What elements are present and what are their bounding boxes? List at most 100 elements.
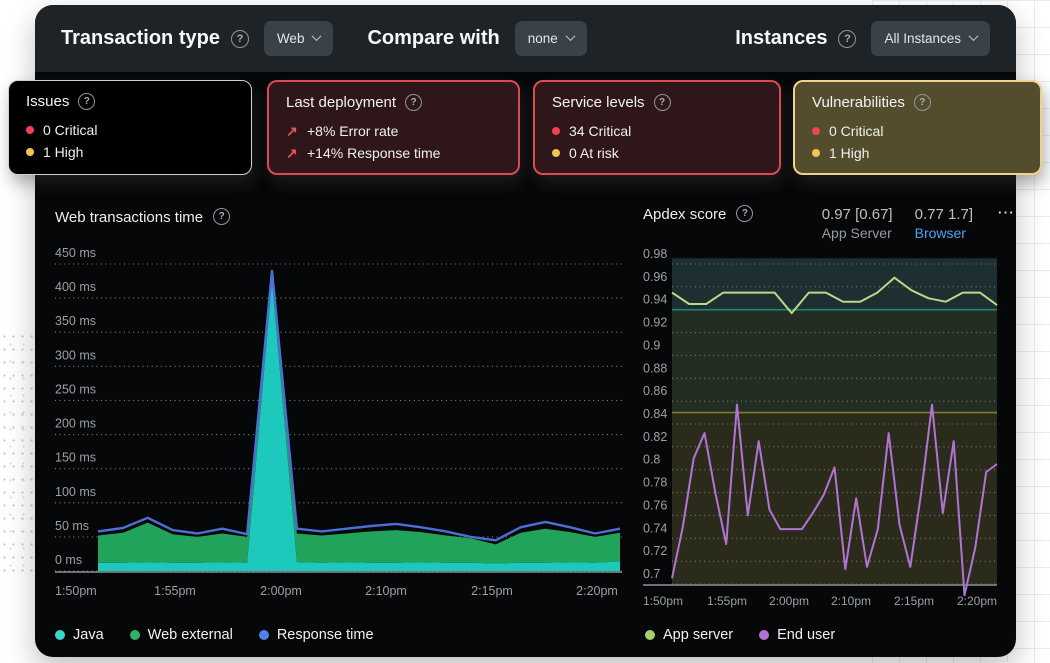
svg-text:450 ms: 450 ms xyxy=(55,246,96,260)
help-icon[interactable]: ? xyxy=(78,93,95,110)
card-row-text: 1 High xyxy=(829,145,869,161)
apdex-stats: 0.97 [0.67] App Server 0.77 1.7] Browser xyxy=(822,205,973,243)
card-row: ↗ +14% Response time xyxy=(286,142,501,164)
app-server-label: App Server xyxy=(822,224,893,243)
vulnerabilities-card[interactable]: Vulnerabilities ? 0 Critical 1 High xyxy=(793,80,1042,175)
svg-text:0.78: 0.78 xyxy=(643,476,667,490)
chart-title: Apdex score xyxy=(643,205,726,224)
transaction-type-value: Web xyxy=(277,31,305,46)
browser-apdex-value: 0.77 1.7] xyxy=(915,205,973,224)
chevron-down-icon xyxy=(565,31,575,41)
legend-label: End user xyxy=(777,627,835,643)
legend-dot-icon xyxy=(130,630,140,640)
card-row: 0 Critical xyxy=(26,119,234,141)
svg-text:2:00pm: 2:00pm xyxy=(260,584,302,598)
legend-label: App server xyxy=(663,627,733,643)
legend-item-response-time[interactable]: Response time xyxy=(259,627,374,643)
apdex-chart-header: Apdex score ? 0.97 [0.67] App Server 0.7… xyxy=(643,205,1015,243)
sketch-speckles xyxy=(0,330,36,580)
svg-text:200 ms: 200 ms xyxy=(55,417,96,431)
card-row-text: 1 High xyxy=(43,144,83,160)
legend-dot-icon xyxy=(645,630,655,640)
svg-text:1:50pm: 1:50pm xyxy=(55,584,97,598)
web-transactions-chart-header: Web transactions time ? xyxy=(55,208,622,227)
card-title: Vulnerabilities xyxy=(812,94,905,111)
svg-text:0.86: 0.86 xyxy=(643,384,667,398)
svg-text:100 ms: 100 ms xyxy=(55,485,96,499)
svg-text:2:15pm: 2:15pm xyxy=(894,594,934,608)
chevron-down-icon xyxy=(312,31,322,41)
compare-with-select[interactable]: none xyxy=(515,21,587,56)
svg-text:2:10pm: 2:10pm xyxy=(831,594,871,608)
svg-text:250 ms: 250 ms xyxy=(55,382,96,396)
svg-text:300 ms: 300 ms xyxy=(55,348,96,362)
svg-text:350 ms: 350 ms xyxy=(55,314,96,328)
legend-item-app-server[interactable]: App server xyxy=(645,627,733,643)
svg-text:0.76: 0.76 xyxy=(643,498,667,512)
svg-text:0.92: 0.92 xyxy=(643,316,667,330)
high-dot-icon xyxy=(552,149,560,157)
legend-label: Web external xyxy=(148,627,233,643)
svg-text:150 ms: 150 ms xyxy=(55,451,96,465)
app-server-apdex-value: 0.97 [0.67] xyxy=(822,205,893,224)
help-icon[interactable]: ? xyxy=(654,94,671,111)
critical-dot-icon xyxy=(552,127,560,135)
card-row-text: +8% Error rate xyxy=(307,123,398,139)
svg-text:0.72: 0.72 xyxy=(643,544,667,558)
transaction-type-label: Transaction type xyxy=(61,27,220,50)
high-dot-icon xyxy=(812,149,820,157)
card-row: ↗ +8% Error rate xyxy=(286,120,501,142)
svg-text:2:20pm: 2:20pm xyxy=(957,594,997,608)
instances-label: Instances xyxy=(735,27,827,50)
svg-text:0.98: 0.98 xyxy=(643,247,667,261)
legend-item-end-user[interactable]: End user xyxy=(759,627,835,643)
browser-stat: 0.77 1.7] Browser xyxy=(915,205,973,243)
help-icon[interactable]: ? xyxy=(405,94,422,111)
help-icon[interactable]: ? xyxy=(213,208,230,225)
legend-item-web-external[interactable]: Web external xyxy=(130,627,233,643)
web-transactions-chart[interactable]: 450 ms 400 ms 350 ms 300 ms 250 ms 200 ms 150 … xyxy=(55,243,622,608)
browser-link[interactable]: Browser xyxy=(915,224,973,243)
svg-text:0.7: 0.7 xyxy=(643,567,660,581)
legend-dot-icon xyxy=(259,630,269,640)
svg-text:2:20pm: 2:20pm xyxy=(576,584,618,598)
card-title: Service levels xyxy=(552,94,645,111)
help-icon[interactable]: ? xyxy=(736,205,753,222)
svg-text:50 ms: 50 ms xyxy=(55,519,89,533)
svg-text:0.94: 0.94 xyxy=(643,293,667,307)
card-row: 0 Critical xyxy=(812,120,1023,142)
transaction-type-help-icon[interactable]: ? xyxy=(231,30,249,48)
svg-text:2:15pm: 2:15pm xyxy=(471,584,513,598)
instances-select[interactable]: All Instances xyxy=(871,21,990,56)
svg-text:2:00pm: 2:00pm xyxy=(769,594,809,608)
critical-dot-icon xyxy=(26,126,34,134)
card-row: 0 At risk xyxy=(552,142,762,164)
topbar: Transaction type ? Web Compare with none… xyxy=(35,5,1016,72)
card-row-text: 0 Critical xyxy=(43,122,97,138)
compare-with-label: Compare with xyxy=(367,27,499,50)
critical-dot-icon xyxy=(812,127,820,135)
arrow-up-right-icon: ↗ xyxy=(286,123,298,140)
svg-text:0.82: 0.82 xyxy=(643,430,667,444)
svg-text:2:10pm: 2:10pm xyxy=(365,584,407,598)
service-levels-card[interactable]: Service levels ? 34 Critical 0 At risk xyxy=(533,80,781,175)
legend-item-java[interactable]: Java xyxy=(55,627,104,643)
issues-card[interactable]: Issues ? 0 Critical 1 High xyxy=(8,80,252,175)
last-deployment-card[interactable]: Last deployment ? ↗ +8% Error rate ↗ +14… xyxy=(267,80,520,175)
card-row: 1 High xyxy=(812,142,1023,164)
svg-text:1:55pm: 1:55pm xyxy=(707,594,747,608)
instances-help-icon[interactable]: ? xyxy=(838,30,856,48)
transaction-type-select[interactable]: Web xyxy=(264,21,334,56)
chart-menu-button[interactable]: ⋯ xyxy=(997,205,1015,221)
svg-text:400 ms: 400 ms xyxy=(55,280,96,294)
card-title: Last deployment xyxy=(286,94,396,111)
legend-label: Response time xyxy=(277,627,374,643)
apdex-chart[interactable]: 0.980.960.940.920.90.880.860.840.820.80.… xyxy=(643,243,1013,608)
svg-text:0.8: 0.8 xyxy=(643,453,660,467)
card-row-text: 0 Critical xyxy=(829,123,883,139)
arrow-up-right-icon: ↗ xyxy=(286,145,298,162)
svg-text:0 ms: 0 ms xyxy=(55,553,82,567)
help-icon[interactable]: ? xyxy=(914,94,931,111)
chart-title: Web transactions time xyxy=(55,208,203,227)
legend-label: Java xyxy=(73,627,104,643)
